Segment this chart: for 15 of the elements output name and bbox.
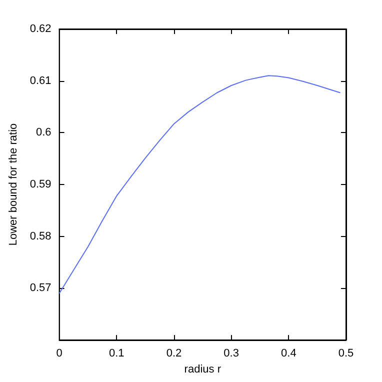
y-axis-title: Lower bound for the ratio — [8, 123, 20, 246]
x-tick-label: 0.1 — [109, 348, 124, 360]
x-tick-label: 0.3 — [224, 348, 239, 360]
y-tick-label: 0.58 — [30, 230, 52, 242]
x-axis-title: radius r — [184, 363, 222, 376]
x-tick-label: 0.5 — [338, 348, 354, 360]
x-tick-label: 0 — [56, 348, 62, 360]
y-tick-label: 0.6 — [36, 126, 52, 139]
y-tick-label: 0.57 — [30, 282, 52, 294]
x-tick-label: 0.4 — [281, 348, 296, 360]
line-series — [58, 75, 341, 294]
y-tick-label: 0.59 — [30, 178, 52, 190]
x-tick-label: 0.2 — [166, 348, 182, 360]
y-tick-label: 0.61 — [30, 74, 52, 87]
y-tick-label: 0.62 — [30, 23, 52, 35]
